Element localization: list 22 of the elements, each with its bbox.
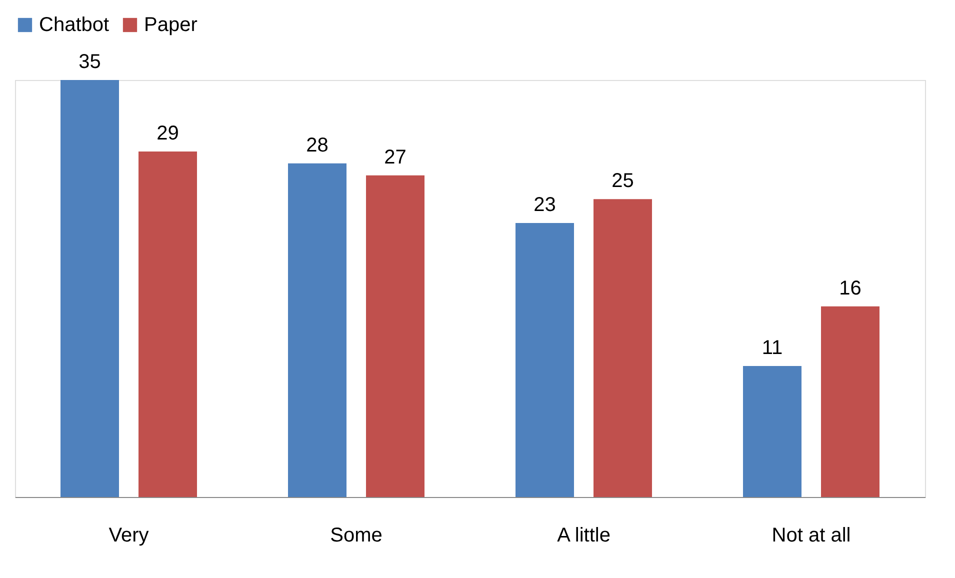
x-tick-label: A little [557, 524, 610, 546]
x-tick-label: Not at all [772, 524, 851, 546]
data-label: 11 [762, 336, 783, 359]
legend-label: Chatbot [39, 14, 110, 36]
bar [516, 222, 574, 497]
bar [288, 163, 346, 497]
data-label: 25 [612, 170, 634, 192]
legend-label: Paper [144, 14, 198, 36]
data-label: 23 [534, 194, 556, 216]
x-tick-label: Very [108, 524, 149, 546]
data-label: 27 [384, 146, 406, 168]
bar [743, 366, 802, 497]
data-label: 29 [156, 122, 179, 144]
bar [366, 175, 424, 497]
data-label: 35 [78, 51, 101, 73]
bar [594, 199, 652, 497]
bar [821, 306, 880, 497]
data-label: 16 [839, 277, 862, 300]
bar [138, 151, 197, 497]
data-label: 28 [306, 134, 328, 156]
x-tick-label: Some [330, 524, 382, 546]
bar [60, 80, 119, 497]
